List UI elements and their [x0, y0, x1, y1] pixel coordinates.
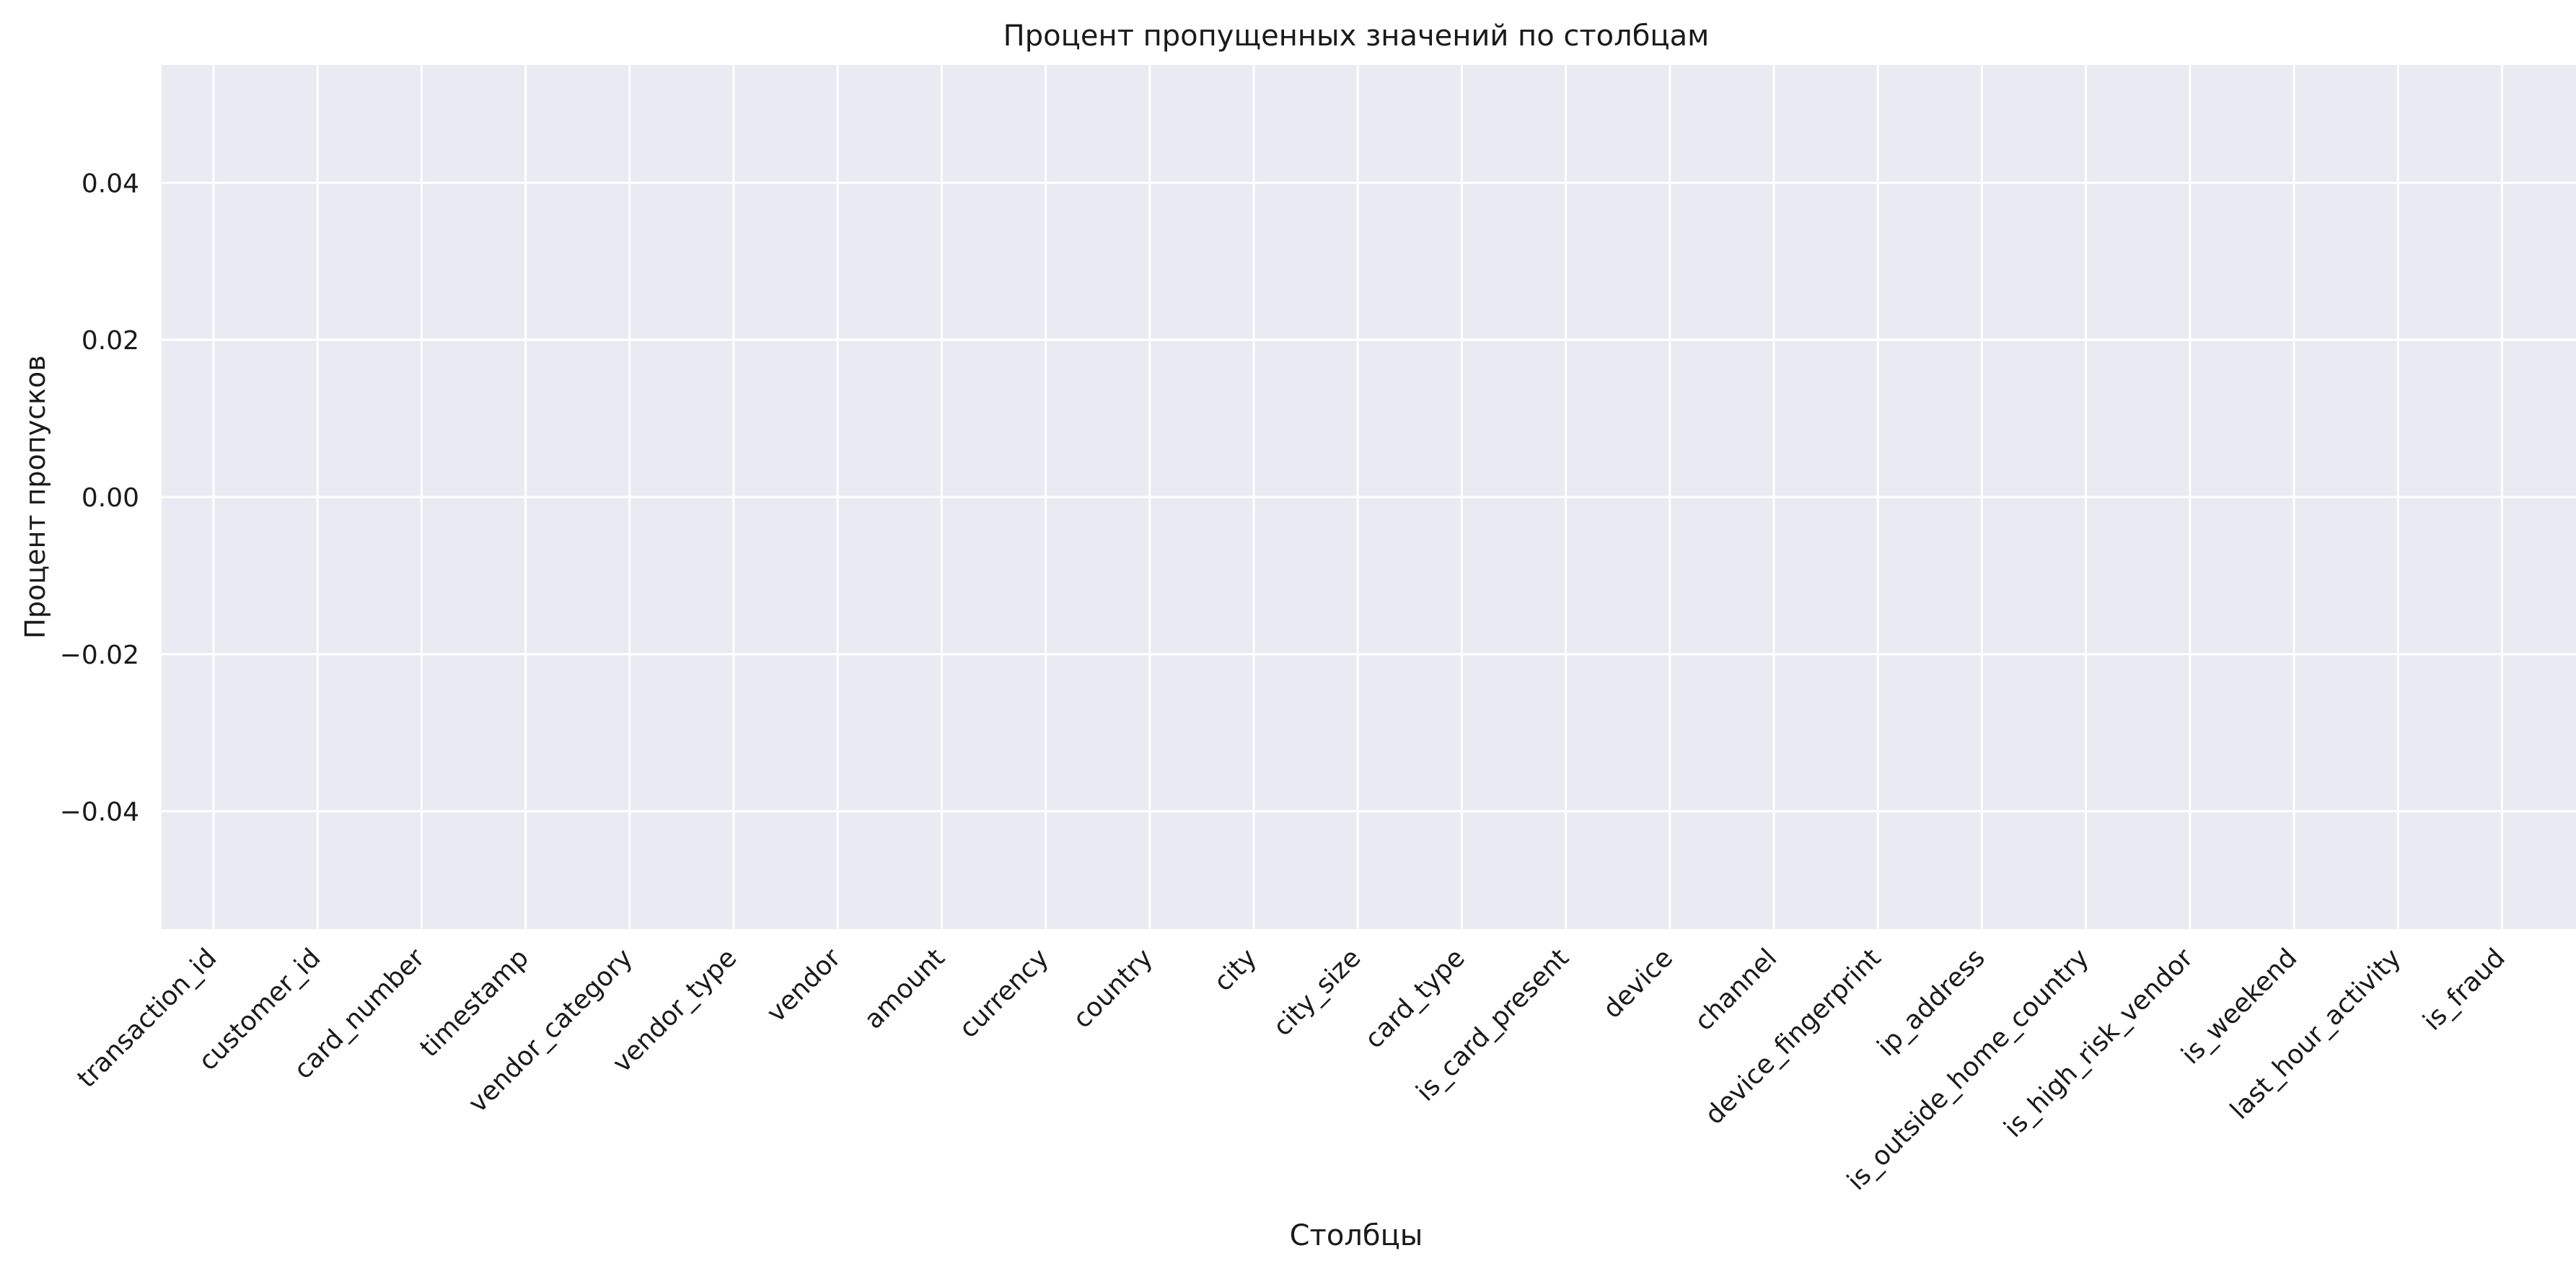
y-tick-label: −0.02	[60, 641, 139, 670]
x-tick-label: vendor	[762, 943, 847, 1028]
x-axis-label: Столбцы	[1290, 1219, 1423, 1252]
grid-lines	[162, 65, 2576, 929]
y-tick-label: −0.04	[60, 798, 139, 827]
x-tick-label: amount	[859, 943, 951, 1034]
y-tick-labels: −0.04 −0.02 0.00 0.02 0.04	[60, 169, 139, 827]
y-tick-label: 0.00	[82, 483, 139, 513]
x-tick-label: transaction_id	[72, 943, 223, 1094]
x-tick-label: currency	[954, 943, 1055, 1044]
chart-title: Процент пропущенных значений по столбцам	[1003, 19, 1710, 53]
x-tick-label: card_type	[1359, 943, 1470, 1054]
x-tick-label: city	[1208, 943, 1262, 997]
x-tick-label: is_high_risk_vendor	[1999, 943, 2199, 1143]
y-tick-label: 0.02	[82, 326, 139, 356]
x-tick-label: device_fingerprint	[1700, 943, 1887, 1130]
x-tick-label: is_fraud	[2417, 943, 2510, 1036]
y-tick-label: 0.04	[82, 169, 139, 198]
x-tick-label: device	[1598, 943, 1679, 1024]
x-tick-label: channel	[1689, 943, 1783, 1037]
x-tick-label: city_size	[1267, 943, 1366, 1042]
x-tick-label: country	[1068, 943, 1159, 1034]
x-tick-label: last_hour_activity	[2225, 943, 2407, 1125]
x-tick-labels: transaction_idcustomer_idcard_numbertime…	[72, 943, 2511, 1196]
y-axis-label: Процент пропусков	[19, 355, 51, 638]
